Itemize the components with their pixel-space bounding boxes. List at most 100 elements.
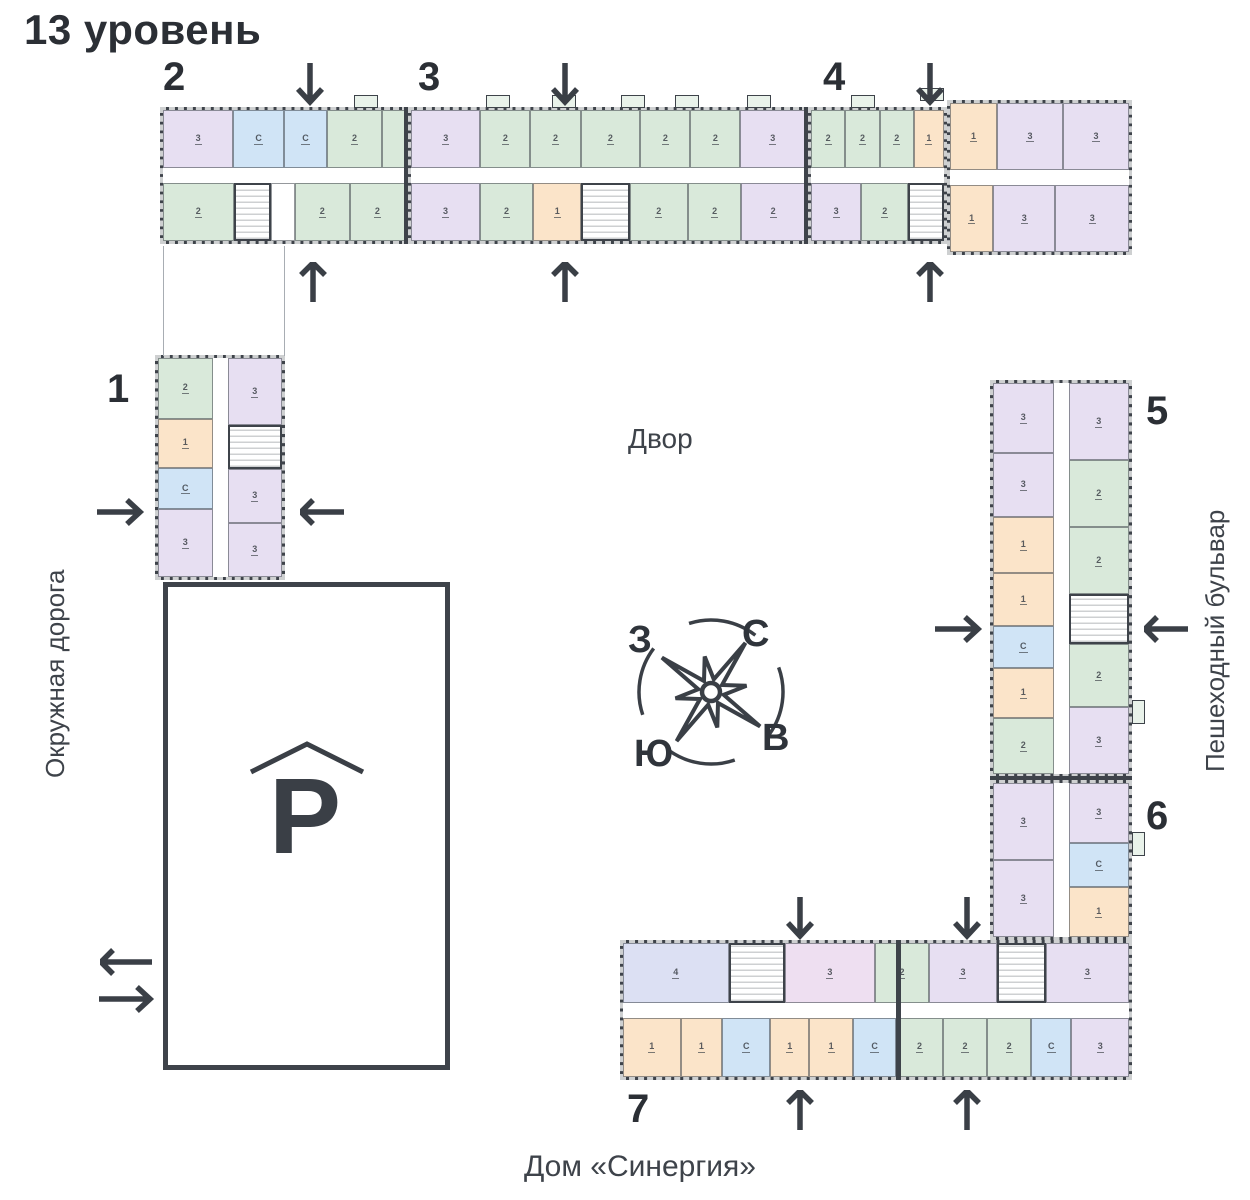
balcony-tab [354,95,378,108]
apartment-unit[interactable]: 3 [993,860,1054,937]
balcony-tab [1132,700,1145,724]
apartment-unit[interactable]: 2 [326,110,382,168]
apartment-unit[interactable]: С [1068,842,1129,888]
apartment-unit[interactable]: 3 [227,358,282,426]
page-title: 13 уровень [24,6,262,53]
apartment-unit[interactable] [381,110,405,168]
apartment-unit[interactable]: 2 [845,110,880,168]
wall [896,940,901,1080]
apartment-unit[interactable]: 3 [411,110,481,168]
apartment-unit[interactable]: 2 [741,183,805,241]
apartment-unit[interactable]: 2 [294,183,350,241]
apartment-unit[interactable]: 3 [1045,943,1129,1003]
apartment-unit[interactable]: 3 [1063,103,1129,170]
apartment-unit[interactable]: 1 [158,418,213,468]
apartment-type-label: 3 [1019,815,1027,828]
apartment-unit[interactable]: С [993,626,1054,668]
apartment-unit[interactable]: 2 [993,718,1054,774]
apartment-unit[interactable]: 2 [480,110,531,168]
unit-row: 3 С С 2 [163,110,405,168]
apartment-unit[interactable] [270,183,295,241]
apartment-unit[interactable]: 3 [997,103,1063,170]
apartment-unit[interactable]: 3 [1068,383,1129,461]
apartment-type-label: 2 [824,133,832,145]
apartment-unit[interactable]: 1 [1068,887,1129,937]
apartment-unit[interactable]: 2 [987,1017,1032,1077]
apartment-unit[interactable]: 3 [227,523,282,577]
apartment-unit[interactable]: 3 [227,469,282,524]
apartment-unit[interactable]: 2 [629,183,689,241]
apartment-unit[interactable]: 2 [1068,527,1129,594]
apartment-unit[interactable]: 2 [811,110,846,168]
stair-core [227,425,282,470]
apartment-unit[interactable]: 1 [950,103,997,170]
apartment-unit[interactable]: С [853,1017,897,1077]
apartment-unit[interactable]: 2 [861,183,909,241]
apartment-unit[interactable]: 3 [784,943,876,1003]
apartment-unit[interactable]: 2 [349,183,406,241]
connector-line [284,246,285,356]
building-section-4b[interactable]: 1 3 3 1 3 3 [947,100,1132,255]
compass-rose-icon: С В Ю З [628,613,789,775]
apartment-unit[interactable]: 2 [942,1017,988,1077]
apartment-unit[interactable]: 2 [158,358,213,419]
apartment-unit[interactable]: С [722,1017,771,1077]
apartment-unit[interactable]: 1 [993,517,1054,573]
apartment-unit[interactable]: 3 [993,185,1056,252]
apartment-unit[interactable]: 2 [879,110,914,168]
apartment-unit[interactable]: 3 [1068,707,1129,774]
apartment-type-label: 2 [1019,740,1027,752]
apartment-unit[interactable]: 4 [623,943,729,1003]
apartment-type-label: С [1047,1041,1056,1054]
apartment-unit[interactable]: С [283,110,327,168]
apartment-unit[interactable]: 1 [993,573,1054,627]
apartment-unit[interactable]: 3 [1071,1017,1130,1077]
apartment-type-label: 2 [606,133,614,145]
apartment-unit[interactable]: С [233,110,284,168]
apartment-unit[interactable]: 2 [1068,460,1129,528]
apartment-unit[interactable]: 2 [640,110,691,168]
apartment-unit[interactable]: С [158,467,213,510]
apartment-unit[interactable]: 1 [913,110,944,168]
apartment-unit[interactable]: 1 [533,183,582,241]
apartment-unit[interactable]: 3 [158,509,213,577]
apartment-unit[interactable]: 3 [811,183,862,241]
apartment-unit[interactable]: 3 [993,783,1054,860]
apartment-unit[interactable]: 2 [580,110,641,168]
apartment-unit[interactable]: С [1031,1017,1072,1077]
apartment-unit[interactable]: 1 [680,1017,723,1077]
apartment-unit[interactable]: 3 [163,110,234,168]
apartment-unit[interactable]: 1 [809,1017,854,1077]
apartment-unit[interactable]: 1 [623,1017,681,1077]
apartment-type-label: 2 [711,133,719,145]
apartment-unit[interactable]: 1 [770,1017,810,1077]
apartment-unit[interactable]: 3 [1068,783,1129,843]
apartment-unit[interactable]: 3 [411,183,480,241]
building-section-1[interactable]: 2 1 С 3 3 3 3 [155,355,285,580]
apartment-unit[interactable]: 3 [1055,185,1129,252]
apartment-unit[interactable]: 2 [163,183,234,241]
building-section-3[interactable]: 3 2 2 2 2 2 3 3 2 1 2 2 2 [408,107,808,244]
wall [404,107,408,244]
apartment-unit[interactable]: 2 [875,943,929,1003]
apartment-unit[interactable]: 2 [896,1017,943,1077]
apartment-unit[interactable]: 3 [993,452,1054,518]
apartment-type-label: 1 [1019,593,1027,606]
apartment-unit[interactable]: 2 [1068,643,1129,708]
apartment-unit[interactable]: 3 [740,110,805,168]
building-section-2[interactable]: 3 С С 2 2 2 2 [160,107,408,244]
apartment-type-label: 2 [893,133,901,145]
apartment-unit[interactable]: 1 [993,667,1054,719]
apartment-unit[interactable]: 3 [993,383,1054,453]
building-section-7[interactable]: 4 3 2 3 3 1 1 С 1 1 С 2 2 2 С 3 [620,940,1132,1080]
apartment-unit[interactable]: 1 [950,185,994,252]
apartment-unit[interactable]: 2 [479,183,534,241]
building-section-5[interactable]: 3 3 1 1 С 1 2 3 2 2 2 3 [990,380,1132,777]
apartment-unit[interactable]: 2 [688,183,742,241]
apartment-unit[interactable]: 2 [690,110,741,168]
apartment-unit[interactable]: 2 [530,110,581,168]
apartment-unit[interactable]: 3 [928,943,998,1003]
